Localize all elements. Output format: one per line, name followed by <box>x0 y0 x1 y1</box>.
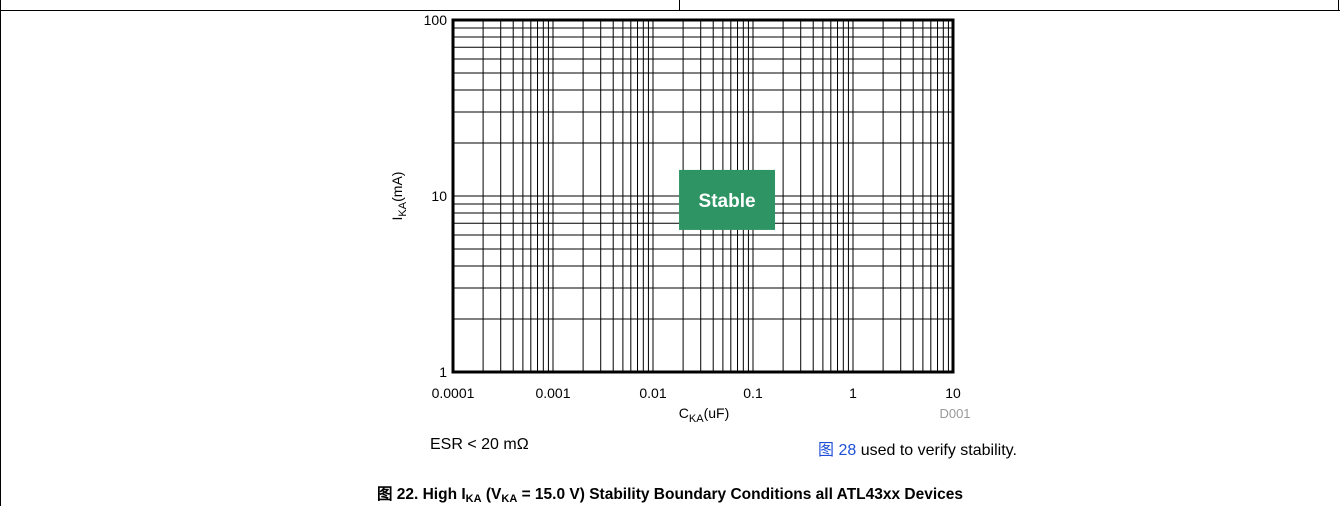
stable-region-label: Stable <box>699 191 756 212</box>
x-tick-label: 10 <box>945 385 961 401</box>
caption-part1: 图 22. High I <box>376 486 466 503</box>
stability-chart: 0.0001 0.001 0.01 0.1 1 10 1 10 100 CKA(uF) IKA(mA… <box>389 12 971 425</box>
x-tick-label: 1 <box>849 385 857 401</box>
stable-region-box <box>679 169 776 230</box>
figure-id-label: D001 <box>939 406 970 421</box>
esr-note: ESR < 20 mΩ <box>430 436 529 453</box>
x-tick-label: 0.001 <box>535 385 570 401</box>
x-tick-label: 0.0001 <box>432 385 475 401</box>
x-axis-label: CKA(uF) <box>679 405 729 425</box>
caption-sub1: KA <box>465 493 482 505</box>
caption-sub2: KA <box>501 493 518 505</box>
frame-column-divider <box>679 0 680 10</box>
y-axis-label: IKA(mA) <box>389 172 409 221</box>
frame-left-border <box>0 0 1 506</box>
frame-right-border <box>1338 0 1339 10</box>
frame-top-border <box>0 10 1340 11</box>
verify-note: 图 28 used to verify stability. <box>818 436 1017 460</box>
x-tick-label: 0.01 <box>639 385 666 401</box>
caption-part2: (V <box>481 486 502 503</box>
figure-28-link[interactable]: 图 28 <box>818 442 857 459</box>
y-tick-label: 10 <box>431 188 447 204</box>
plot-frame <box>451 18 955 374</box>
verify-note-text: used to verify stability. <box>856 442 1017 459</box>
y-tick-label: 1 <box>439 364 447 380</box>
y-tick-label: 100 <box>424 12 448 28</box>
caption-part3: = 15.0 V) Stability Boundary Conditions … <box>517 486 964 503</box>
x-tick-label: 0.1 <box>743 385 763 401</box>
figure-caption: 图 22. High IKA (VKA = 15.0 V) Stability … <box>0 482 1340 505</box>
